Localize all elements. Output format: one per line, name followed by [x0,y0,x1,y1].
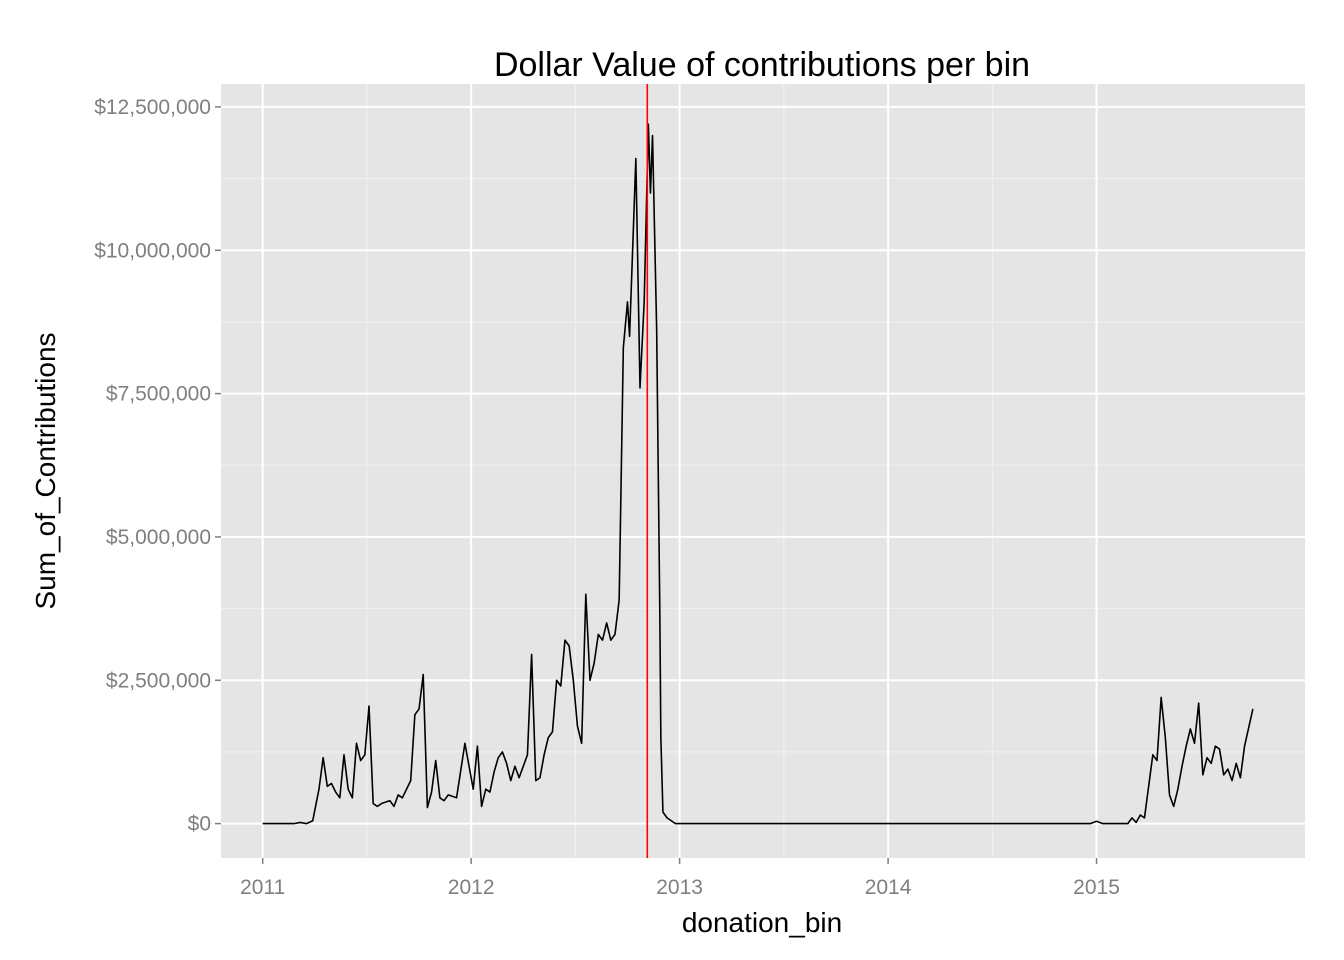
x-tick-label: 2012 [448,876,495,899]
x-tick-label: 2011 [240,876,285,899]
y-tick-label: $7,500,000 [106,383,211,406]
x-tick-label: 2014 [865,876,912,899]
minor-grid [221,84,1305,858]
axis-layer: 2011 2012 2013 2014 2015 $0 $2,500,000 $5,000,0… [94,96,1120,899]
x-tick-label: 2013 [656,876,703,899]
plot-panel [221,84,1305,858]
y-tick-label: $10,000,000 [94,239,211,262]
chart-title: Dollar Value of contributions per bin [494,46,1030,84]
series-line [262,123,1254,825]
data-layer [262,84,1254,858]
y-tick-label: $0 [188,813,211,836]
y-tick-label: $2,500,000 [106,669,211,692]
y-axis-title: Sum_of_Contributions [30,332,61,609]
y-tick-label: $12,500,000 [94,96,211,119]
y-tick-label: $5,000,000 [106,526,211,549]
x-axis-title: donation_bin [682,907,842,938]
x-tick-label: 2015 [1073,876,1120,899]
